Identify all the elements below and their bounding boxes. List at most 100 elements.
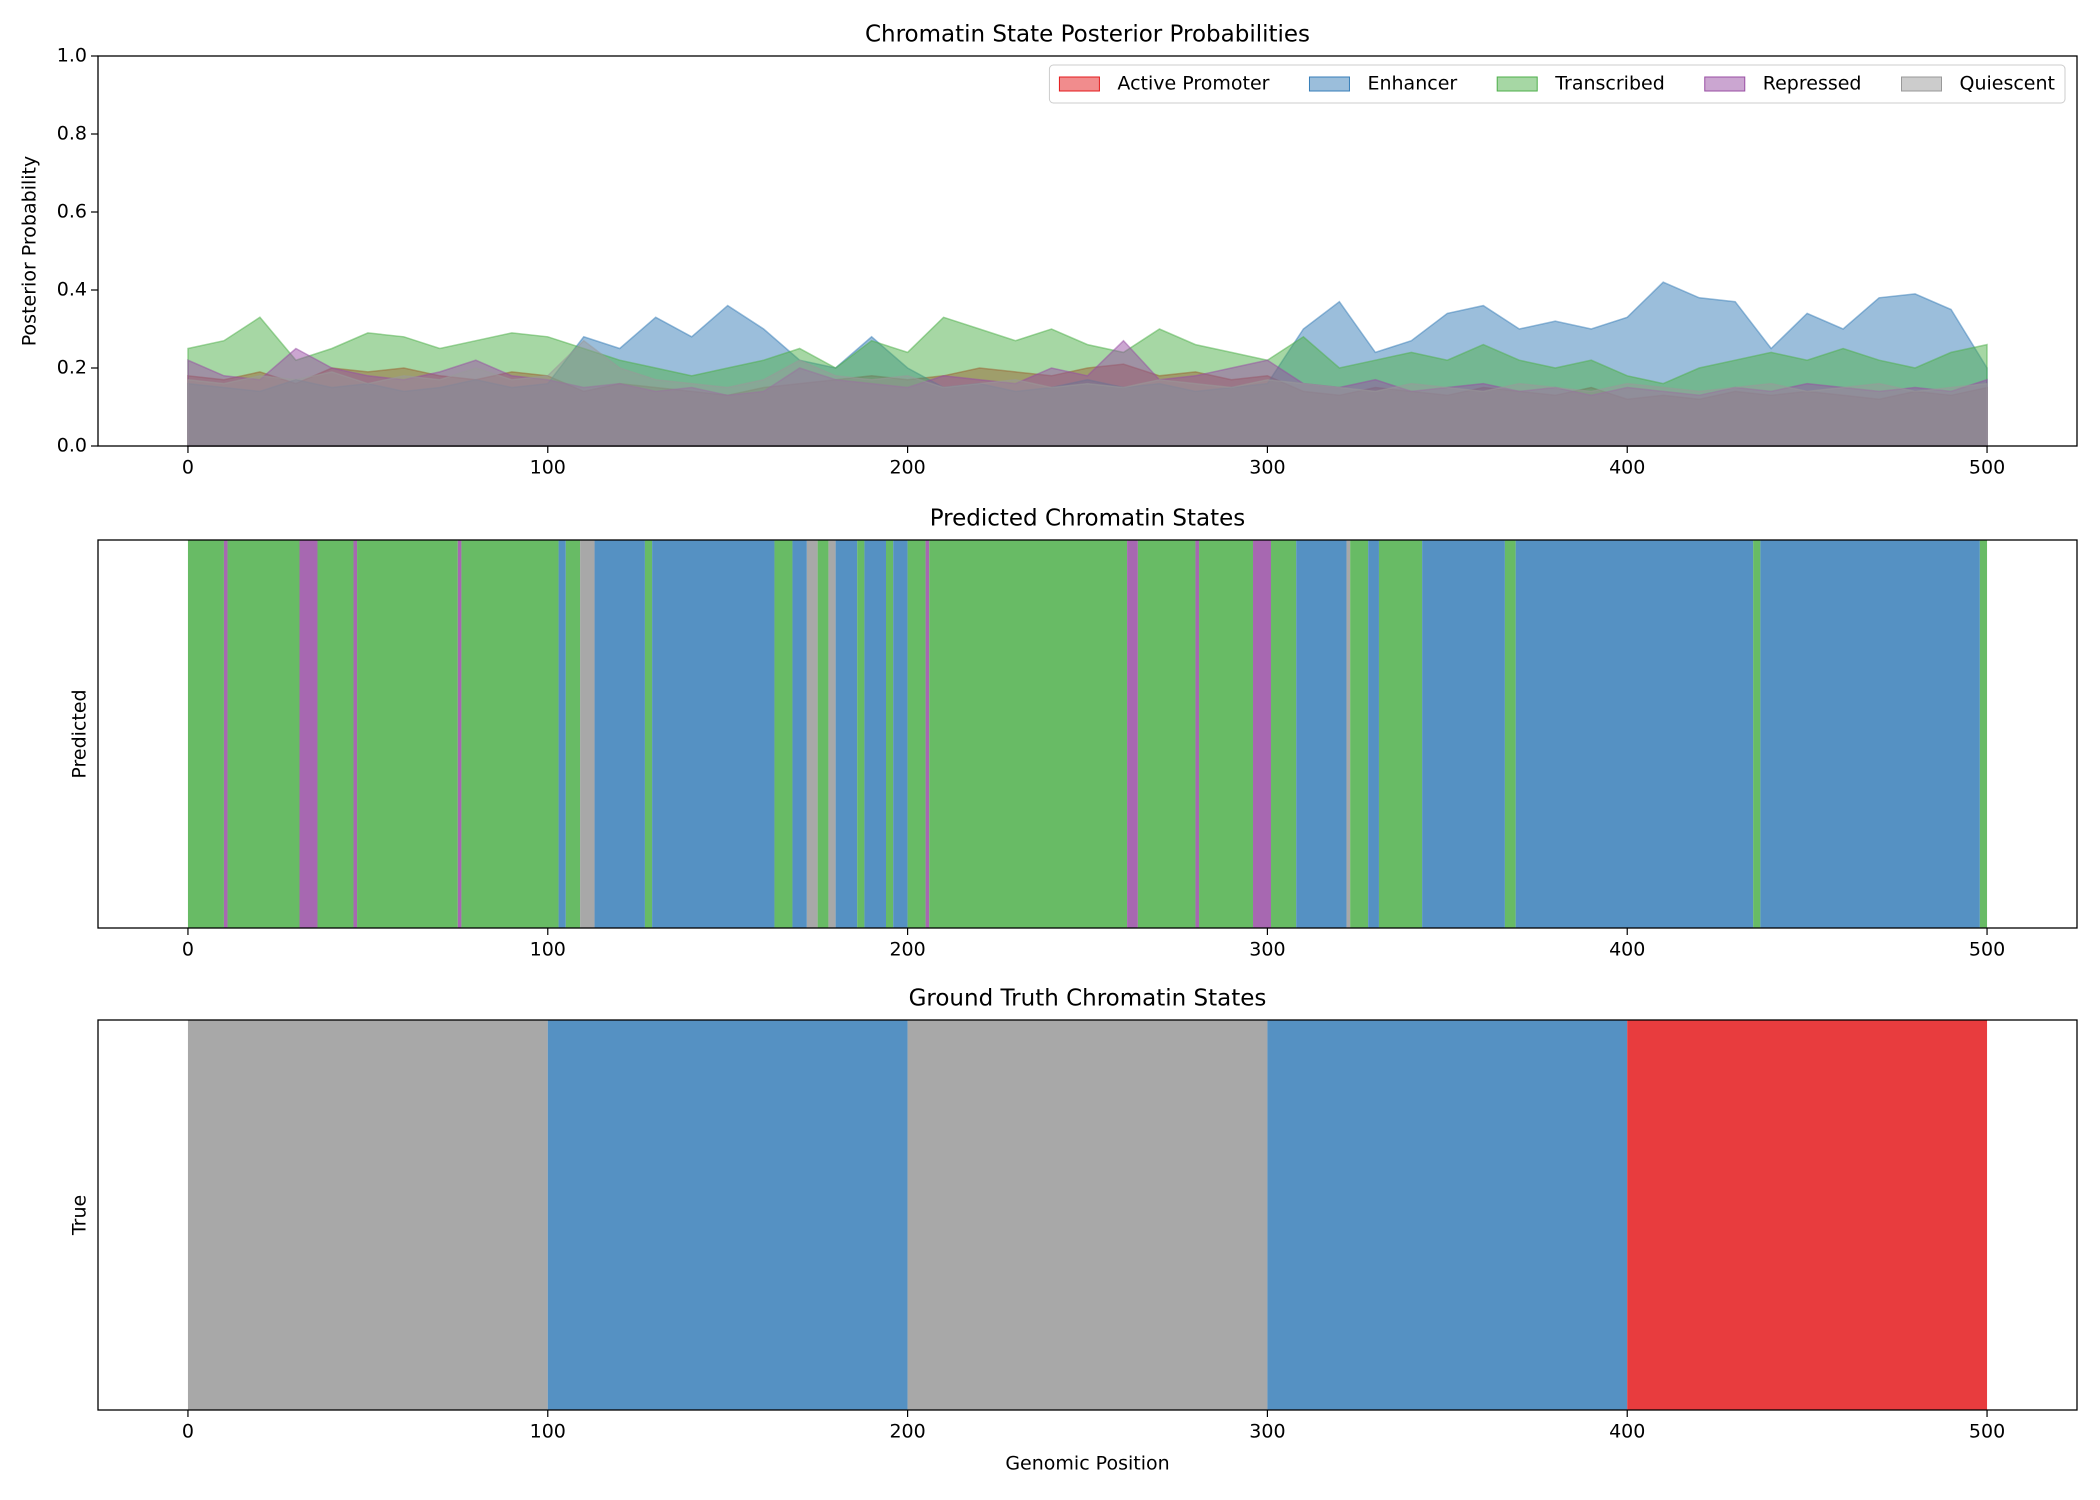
- state-segment: [652, 540, 775, 928]
- x-tick-label: 500: [1969, 457, 2005, 479]
- state-segment: [1422, 540, 1505, 928]
- state-segment: [1350, 540, 1369, 928]
- legend-label: Repressed: [1763, 73, 1862, 95]
- x-tick-label: 200: [889, 457, 925, 479]
- x-tick-label: 200: [889, 1421, 925, 1443]
- legend-swatch: [1308, 76, 1350, 92]
- state-segment: [1753, 540, 1761, 928]
- legend: Active Promoter Enhancer Transcribed Repres…: [1048, 64, 2066, 104]
- y-tick-label: 1.0: [57, 45, 87, 67]
- x-tick-label: 100: [530, 1421, 566, 1443]
- x-tick-label: 300: [1249, 1421, 1285, 1443]
- state-segment: [864, 540, 887, 928]
- state-segment: [227, 540, 300, 928]
- legend-swatch: [1058, 76, 1100, 92]
- state-segment: [1760, 540, 1980, 928]
- y-tick-label: 0.2: [57, 357, 87, 379]
- state-segment: [907, 1020, 1268, 1410]
- x-tick-label: 500: [1969, 939, 2005, 961]
- y-tick-label: 0.8: [57, 123, 87, 145]
- legend-label: Transcribed: [1554, 73, 1665, 95]
- x-tick-label: 300: [1249, 457, 1285, 479]
- state-segment: [1137, 540, 1196, 928]
- y-axis-label: Predicted: [69, 689, 91, 778]
- state-segment: [457, 540, 462, 928]
- y-axis-label: Posterior Probability: [19, 156, 41, 346]
- plot-area: [187, 1020, 1988, 1410]
- x-tick-label: 200: [889, 939, 925, 961]
- state-segment: [1504, 540, 1516, 928]
- x-axis-label: Genomic Position: [1005, 1453, 1169, 1475]
- state-segment: [299, 540, 318, 928]
- state-segment: [580, 540, 595, 928]
- state-segment: [817, 540, 829, 928]
- state-segment: [893, 540, 908, 928]
- state-segment: [317, 540, 354, 928]
- plot-area: [187, 281, 1988, 447]
- state-segment: [1195, 540, 1200, 928]
- state-segment: [1515, 540, 1754, 928]
- y-tick-label: 0.0: [57, 435, 87, 457]
- x-tick-label: 0: [182, 939, 194, 961]
- legend-swatch: [1901, 76, 1942, 92]
- state-segment: [594, 540, 645, 928]
- axes-frame: [97, 539, 2078, 929]
- legend-frame: [1048, 64, 2066, 104]
- x-tick-label: 400: [1609, 457, 1645, 479]
- state-segment: [353, 540, 358, 928]
- x-tick-label: 500: [1969, 1421, 2005, 1443]
- axes-frame: [97, 55, 2078, 447]
- state-segment: [1267, 1020, 1628, 1410]
- state-segment: [1346, 540, 1351, 928]
- state-segment: [774, 540, 793, 928]
- x-tick-label: 0: [182, 1421, 194, 1443]
- state-segment: [1127, 540, 1138, 928]
- state-segment: [558, 540, 566, 928]
- x-tick-label: 400: [1609, 939, 1645, 961]
- x-tick-label: 100: [530, 939, 566, 961]
- state-segment: [806, 540, 818, 928]
- legend-swatch: [1704, 76, 1746, 92]
- chart-title: Chromatin State Posterior Probabilities: [865, 22, 1310, 48]
- state-segment: [907, 540, 926, 928]
- state-segment: [357, 540, 458, 928]
- state-segment: [547, 1020, 908, 1410]
- y-tick-label: 0.6: [57, 201, 87, 223]
- x-tick-label: 100: [530, 457, 566, 479]
- x-tick-label: 0: [182, 457, 194, 479]
- state-segment: [1368, 540, 1379, 928]
- state-segment: [1296, 540, 1347, 928]
- state-segment: [187, 540, 224, 928]
- state-segment: [828, 540, 836, 928]
- legend-label: Quiescent: [1960, 73, 2056, 95]
- state-segment: [925, 540, 930, 928]
- state-segment: [1378, 540, 1423, 928]
- chart-title: Ground Truth Chromatin States: [909, 986, 1267, 1012]
- y-tick-label: 0.4: [57, 279, 87, 301]
- state-segment: [857, 540, 865, 928]
- area: [187, 339, 1988, 447]
- state-segment: [644, 540, 653, 928]
- state-segment: [792, 540, 807, 928]
- x-tick-label: 400: [1609, 1421, 1645, 1443]
- state-segment: [1979, 540, 1988, 928]
- state-segment: [886, 540, 894, 928]
- state-segment: [461, 540, 559, 928]
- legend-label: Enhancer: [1367, 73, 1457, 95]
- state-segment: [1627, 1020, 1988, 1410]
- legend-swatch: [1496, 76, 1538, 92]
- plot-area: [187, 540, 1988, 928]
- chart-title: Predicted Chromatin States: [930, 506, 1246, 532]
- axes-frame: [97, 1019, 2078, 1411]
- state-segment: [1199, 540, 1254, 928]
- state-segment: [565, 540, 581, 928]
- x-tick-label: 300: [1249, 939, 1285, 961]
- y-axis-label: True: [69, 1195, 91, 1236]
- legend-label: Active Promoter: [1117, 73, 1269, 95]
- state-segment: [835, 540, 858, 928]
- state-segment: [929, 540, 1128, 928]
- state-segment: [1271, 540, 1297, 928]
- state-segment: [187, 1020, 548, 1410]
- state-segment: [1253, 540, 1272, 928]
